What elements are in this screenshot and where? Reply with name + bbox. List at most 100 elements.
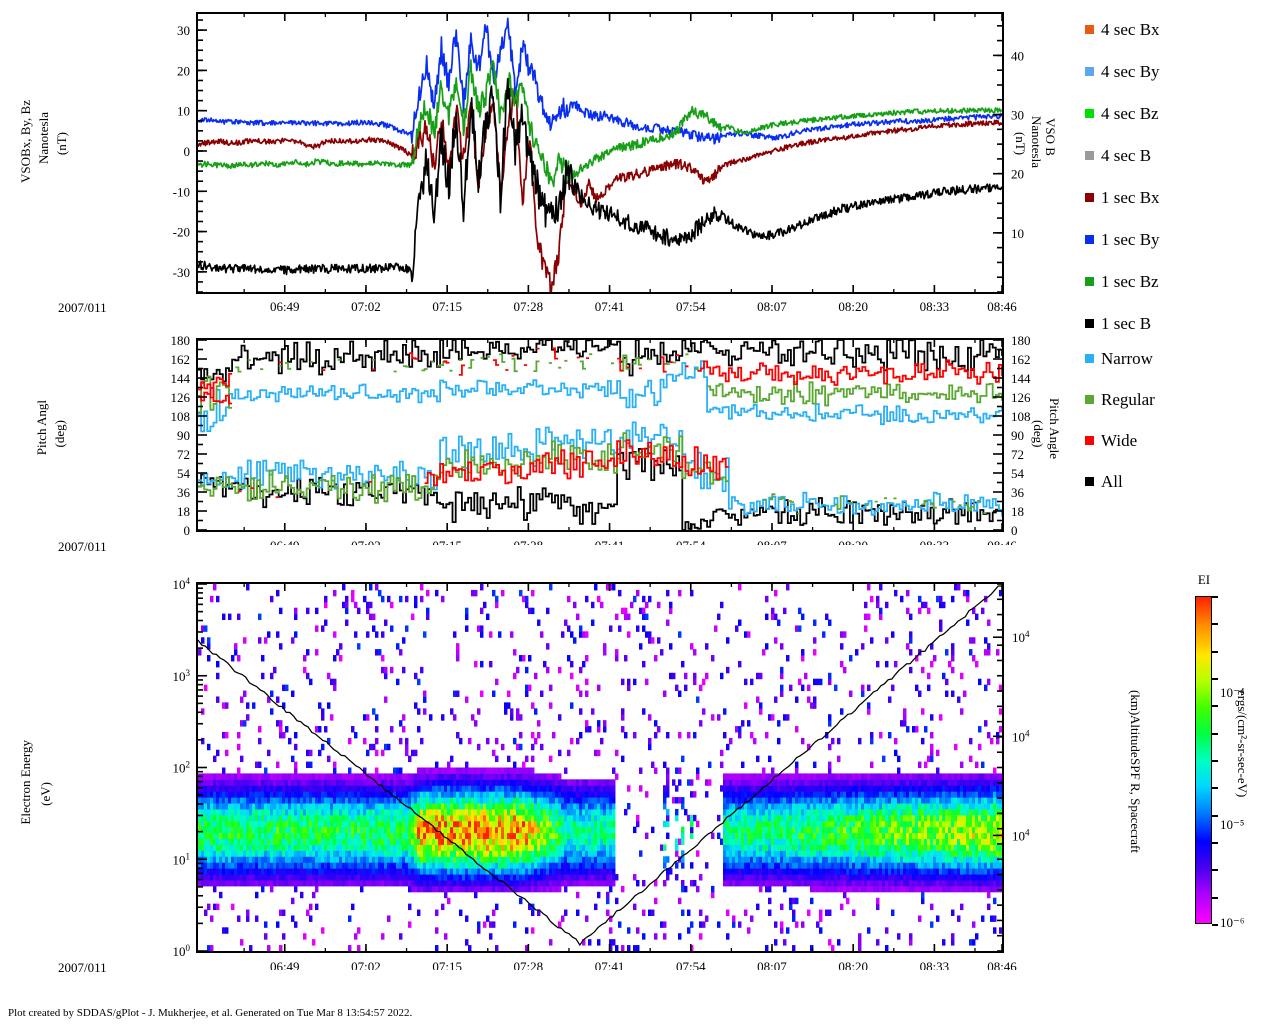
y-tick-label: 72 [1011, 447, 1024, 462]
legend-item-regular[interactable]: Regular [1085, 390, 1155, 408]
legend-item-label: Wide [1101, 430, 1138, 450]
x-tick-label: 07:15 [432, 538, 462, 545]
right-y-tick-label: 104 [1012, 827, 1030, 843]
panel3-y-axis-label: Electron Energy [18, 740, 33, 825]
y-tick-label: 101 [173, 851, 191, 867]
right-y-tick-label: 104 [1012, 629, 1030, 645]
pitch-series-regular-upper [198, 353, 1002, 414]
colorbar-tick [1212, 869, 1218, 872]
x-tick-label: 08:46 [987, 538, 1017, 545]
x-tick-label: 07:54 [676, 959, 706, 970]
spf-label-line-1: Altitude [1128, 715, 1143, 758]
legend-item-4-sec-by[interactable]: 4 sec By [1085, 62, 1160, 80]
legend-item-4-sec-bz[interactable]: 4 sec Bz [1085, 104, 1159, 122]
y-tick-label: 30 [177, 23, 190, 38]
x-tick-label: 07:54 [676, 299, 706, 314]
legend-swatch-icon [1085, 476, 1094, 486]
spf-label-line-2: (km) [1128, 690, 1143, 716]
x-tick-label: 08:20 [838, 959, 868, 970]
y-tick-label: 0 [184, 523, 191, 538]
y-tick-label: 100 [173, 943, 191, 959]
legend-swatch-icon [1085, 276, 1094, 286]
colorbar-tick [1212, 623, 1218, 626]
x-tick-label: 08:20 [838, 299, 868, 314]
legend-item-all[interactable]: All [1085, 472, 1123, 490]
colorbar-tick [1212, 760, 1218, 762]
y-tick-label: 144 [1011, 371, 1031, 386]
colorbar-title: EI [1197, 572, 1211, 587]
legend-item-4-sec-bx[interactable]: 4 sec Bx [1085, 20, 1160, 38]
colorbar-tick [1212, 924, 1218, 926]
y-tick-label: 108 [171, 409, 191, 424]
y-tick-label: 108 [1011, 409, 1031, 424]
legend-item-label: All [1101, 471, 1123, 491]
spacecraft-altitude-label: SPF R, Spacecraft Altitude (km) [1126, 690, 1143, 853]
legend-item-label: 1 sec By [1101, 229, 1160, 249]
legend-item-narrow[interactable]: Narrow [1085, 349, 1153, 367]
y-tick-label: 102 [173, 760, 191, 776]
y-tick-label: 180 [171, 333, 191, 348]
y-tick-label: 0 [184, 144, 191, 159]
x-tick-label: 07:15 [432, 299, 462, 314]
legend-swatch-icon [1085, 234, 1094, 244]
x-tick-label: 06:49 [270, 538, 300, 545]
x-tick-label: 08:07 [757, 299, 787, 314]
panel1-date-label: 2007/011 [58, 300, 107, 315]
panel1-y-axis-label-units2: (nT) [54, 132, 69, 156]
colorbar-tick [1212, 705, 1218, 708]
colorbar-tick [1212, 787, 1218, 790]
x-tick-label: 08:33 [920, 299, 950, 314]
legend-item-4-sec-b[interactable]: 4 sec B [1085, 146, 1151, 164]
right-y-tick-label: 104 [1012, 728, 1030, 744]
y-tick-label: 10 [1011, 226, 1024, 241]
legend-item-1-sec-by[interactable]: 1 sec By [1085, 230, 1160, 248]
y-tick-label: 126 [171, 390, 191, 405]
pitch-series-all-upper [198, 340, 1002, 383]
panel3-date-label: 2007/011 [58, 960, 107, 975]
x-tick-label: 08:33 [920, 959, 950, 970]
x-tick-label: 07:41 [595, 299, 625, 314]
panel2-y-axis-label-units: (deg) [52, 420, 67, 448]
x-tick-label: 07:28 [514, 538, 544, 545]
legend-item-wide[interactable]: Wide [1085, 431, 1137, 449]
panel2-right-axis-label: Pitch Angle [1047, 398, 1062, 460]
panel1-right-axis-label-units1: Nanotesla [1029, 116, 1044, 168]
panel1-right-axis-label: VSO B [1043, 118, 1058, 156]
legend-swatch-icon [1085, 150, 1094, 160]
x-tick-label: 08:46 [987, 959, 1017, 970]
legend-swatch-icon [1085, 394, 1094, 404]
colorbar-tick [1212, 678, 1218, 680]
legend-swatch-icon [1085, 24, 1094, 34]
legend-item-label: Regular [1101, 389, 1155, 409]
y-tick-label: 30 [1011, 108, 1024, 123]
spf-label-line-0: SPF R, Spacecraft [1128, 757, 1143, 853]
colorbar-tick-label-2: 10⁻⁶ [1220, 915, 1245, 930]
colorbar-gradient [1195, 596, 1212, 924]
legend-item-1-sec-bx[interactable]: 1 sec Bx [1085, 188, 1160, 206]
panel3-y-axis-label-units: (eV) [38, 782, 53, 806]
x-tick-label: 07:02 [351, 299, 381, 314]
legend-item-label: 4 sec By [1101, 61, 1160, 81]
legend-item-1-sec-b[interactable]: 1 sec B [1085, 314, 1151, 332]
legend-item-label: 1 sec Bx [1101, 187, 1160, 207]
y-tick-label: 162 [171, 352, 191, 367]
y-tick-label: 103 [173, 668, 191, 684]
y-tick-label: 0 [1011, 523, 1018, 538]
x-tick-label: 06:49 [270, 959, 300, 970]
x-tick-label: 07:41 [595, 538, 625, 545]
legend-item-1-sec-bz[interactable]: 1 sec Bz [1085, 272, 1159, 290]
legend-item-label: 4 sec B [1101, 145, 1152, 165]
legend-swatch-icon [1085, 318, 1094, 328]
series-line-1-sec-bx [198, 87, 1002, 292]
y-tick-label: -20 [173, 225, 190, 240]
x-tick-label: 07:54 [676, 538, 706, 545]
pitch-series-regular-lower [198, 432, 987, 515]
y-tick-label: 126 [1011, 390, 1031, 405]
x-tick-label: 08:07 [757, 538, 787, 545]
y-tick-label: -30 [173, 265, 190, 280]
y-tick-label: -10 [173, 184, 190, 199]
y-tick-label: 144 [171, 371, 191, 386]
pitch-series-narrow-lower [198, 421, 1002, 517]
x-tick-label: 07:02 [351, 959, 381, 970]
colorbar-tick [1212, 842, 1218, 844]
